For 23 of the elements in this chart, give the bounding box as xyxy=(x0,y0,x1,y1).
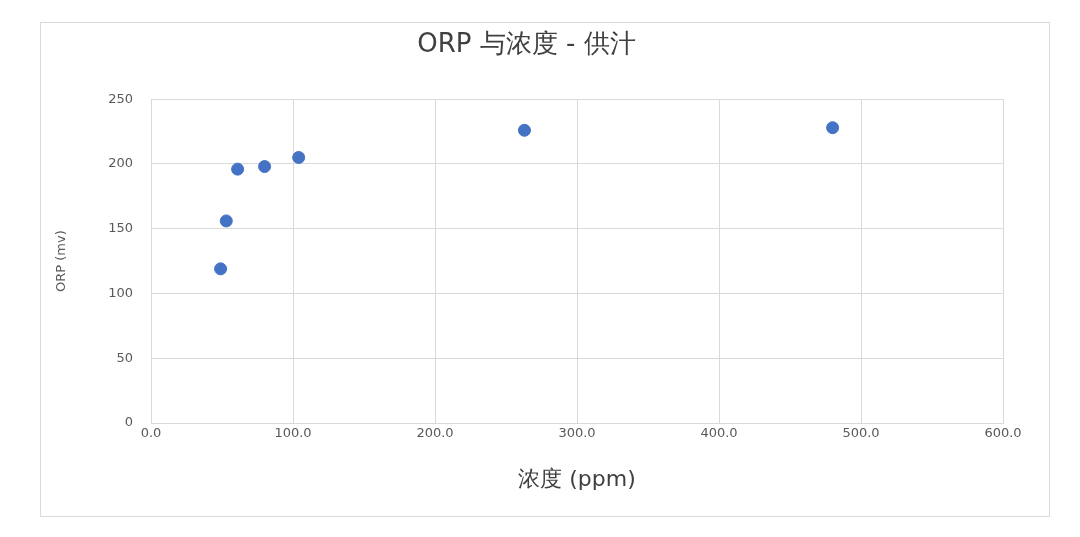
y-tick-label: 200 xyxy=(108,155,133,171)
x-tick-label: 600.0 xyxy=(984,425,1022,441)
x-tick-label: 200.0 xyxy=(416,425,454,441)
point xyxy=(214,262,228,276)
y-tick-label: 0 xyxy=(124,414,133,430)
point xyxy=(231,162,245,176)
point xyxy=(517,123,531,137)
y-tick-label: 150 xyxy=(108,220,133,236)
chart-title: ORP 与浓度 - 供汁 xyxy=(417,28,636,59)
y-tick-label: 50 xyxy=(116,349,133,365)
x-tick-label: 100.0 xyxy=(274,425,312,441)
x-tick-label: 300.0 xyxy=(558,425,596,441)
x-tick-label: 400.0 xyxy=(700,425,738,441)
point xyxy=(292,150,306,164)
point xyxy=(826,121,840,135)
point xyxy=(219,214,233,228)
x-tick-label: 500.0 xyxy=(842,425,880,441)
y-tick-label: 250 xyxy=(108,90,133,106)
x-tick-label: 0.0 xyxy=(140,425,162,441)
y-axis-title: ORP (mv) xyxy=(53,230,69,292)
y-tick-label: 100 xyxy=(108,284,133,300)
point xyxy=(258,160,272,174)
x-axis-title: 浓度 (ppm) xyxy=(518,465,636,491)
